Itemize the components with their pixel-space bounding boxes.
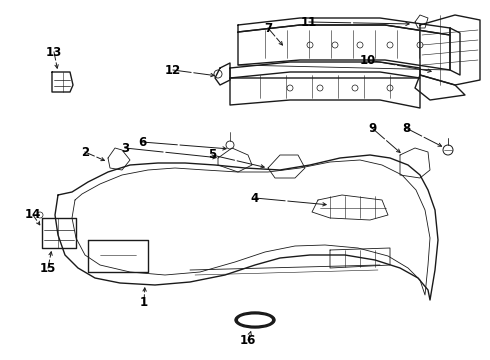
- Text: 10: 10: [360, 54, 376, 67]
- Text: 7: 7: [264, 22, 272, 35]
- Text: 5: 5: [208, 148, 216, 162]
- Text: 2: 2: [81, 145, 89, 158]
- Text: 16: 16: [240, 333, 256, 346]
- Text: 9: 9: [368, 122, 376, 135]
- Text: 15: 15: [40, 261, 56, 274]
- Text: 4: 4: [251, 192, 259, 204]
- Text: 11: 11: [301, 15, 317, 28]
- Text: 6: 6: [138, 135, 146, 148]
- Text: 1: 1: [140, 296, 148, 309]
- Ellipse shape: [235, 312, 275, 328]
- Text: 8: 8: [402, 122, 410, 135]
- Text: 12: 12: [165, 63, 181, 77]
- Text: 3: 3: [121, 141, 129, 154]
- Text: 13: 13: [46, 45, 62, 58]
- Ellipse shape: [238, 315, 272, 325]
- Text: 14: 14: [25, 208, 41, 221]
